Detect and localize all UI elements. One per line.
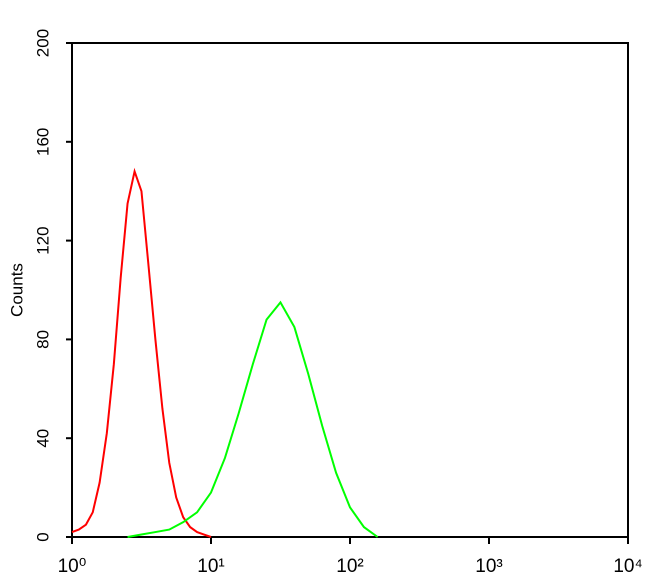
y-tick-label: 160 [33,128,52,156]
y-tick-label: 0 [33,532,52,541]
x-tick-label: 10² [336,556,363,577]
y-tick-label: 200 [33,29,52,57]
series-line [71,167,212,538]
x-tick-label: 10³ [475,556,502,577]
x-tick-label: 10⁰ [58,556,87,577]
y-axis-label: Counts [7,263,26,317]
y-tick-label: 120 [33,226,52,254]
y-tick-label: 40 [33,429,52,448]
x-tick-label: 10⁴ [613,556,642,577]
series-line [127,300,379,538]
x-tick-label: 10¹ [197,556,224,577]
plot-frame [71,42,629,538]
y-tick-label: 80 [33,330,52,349]
